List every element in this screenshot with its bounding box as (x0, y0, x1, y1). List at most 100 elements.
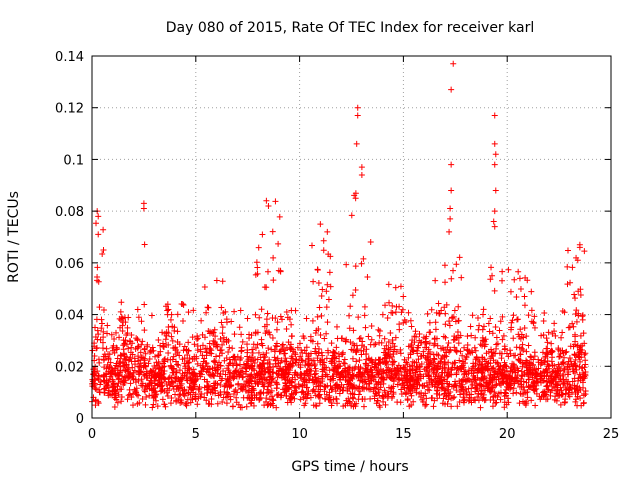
data-point (528, 307, 535, 314)
data-point (187, 399, 194, 406)
data-point (510, 352, 517, 359)
data-point (388, 353, 395, 360)
data-point (516, 357, 523, 364)
data-point (489, 272, 496, 279)
data-point (458, 274, 465, 281)
data-point (238, 347, 245, 354)
data-point (181, 360, 188, 367)
data-point (307, 333, 314, 340)
data-point (274, 374, 281, 381)
data-point (272, 348, 279, 355)
data-point (235, 380, 242, 387)
data-point (214, 400, 221, 407)
data-point (448, 161, 455, 168)
data-point (159, 329, 166, 336)
data-point (138, 341, 145, 348)
data-point (101, 389, 108, 396)
data-point (472, 388, 479, 395)
data-point (446, 322, 453, 329)
data-point (117, 378, 124, 385)
data-point (208, 350, 215, 357)
data-point (544, 369, 551, 376)
data-point (316, 400, 323, 407)
data-point (372, 385, 379, 392)
data-point (416, 331, 423, 338)
data-point (125, 345, 132, 352)
data-point (549, 354, 556, 361)
data-point (319, 373, 326, 380)
data-point (494, 340, 501, 347)
data-point (117, 352, 124, 359)
data-point (219, 278, 226, 285)
data-point (280, 346, 287, 353)
data-point (537, 373, 544, 380)
data-point (105, 387, 112, 394)
data-point (330, 348, 337, 355)
data-point (302, 362, 309, 369)
data-point (374, 397, 381, 404)
data-point (408, 392, 415, 399)
data-point (308, 242, 315, 249)
data-point (510, 312, 517, 319)
data-point (259, 231, 266, 238)
data-point (181, 343, 188, 350)
data-point (128, 394, 135, 401)
data-point (163, 332, 170, 339)
data-point (557, 353, 564, 360)
data-point (314, 340, 321, 347)
data-point (404, 397, 411, 404)
data-point (543, 383, 550, 390)
data-point (479, 337, 486, 344)
data-point (112, 387, 119, 394)
data-point (496, 365, 503, 372)
data-point (319, 366, 326, 373)
data-point (359, 342, 366, 349)
data-point (167, 316, 174, 323)
data-point (420, 373, 427, 380)
data-point (318, 349, 325, 356)
data-point (225, 391, 232, 398)
data-point (260, 367, 267, 374)
data-point (453, 261, 460, 268)
data-point (201, 283, 208, 290)
data-point (544, 387, 551, 394)
data-point (237, 404, 244, 411)
data-point (303, 368, 310, 375)
data-point (323, 364, 330, 371)
data-point (510, 385, 517, 392)
data-point (474, 315, 481, 322)
data-point (131, 386, 138, 393)
data-point (496, 380, 503, 387)
data-point (356, 335, 363, 342)
data-point (151, 362, 158, 369)
data-point (499, 369, 506, 376)
data-point (123, 331, 130, 338)
data-point (558, 387, 565, 394)
data-point (126, 371, 133, 378)
data-point (268, 393, 275, 400)
data-point (176, 367, 183, 374)
data-point (213, 353, 220, 360)
data-point (582, 357, 589, 364)
data-point (538, 332, 545, 339)
data-point (539, 349, 546, 356)
data-point (164, 356, 171, 363)
data-point (402, 390, 409, 397)
data-point (231, 374, 238, 381)
data-point (152, 397, 159, 404)
data-point (561, 380, 568, 387)
data-point (426, 340, 433, 347)
data-point (141, 301, 148, 308)
data-point (445, 365, 452, 372)
data-point (95, 400, 102, 407)
data-point (497, 396, 504, 403)
data-point (154, 403, 161, 410)
data-point (229, 403, 236, 410)
data-point (130, 375, 137, 382)
data-point (155, 337, 162, 344)
data-point (160, 343, 167, 350)
data-point (95, 213, 102, 220)
data-point (513, 389, 520, 396)
data-point (269, 369, 276, 376)
data-point (505, 372, 512, 379)
